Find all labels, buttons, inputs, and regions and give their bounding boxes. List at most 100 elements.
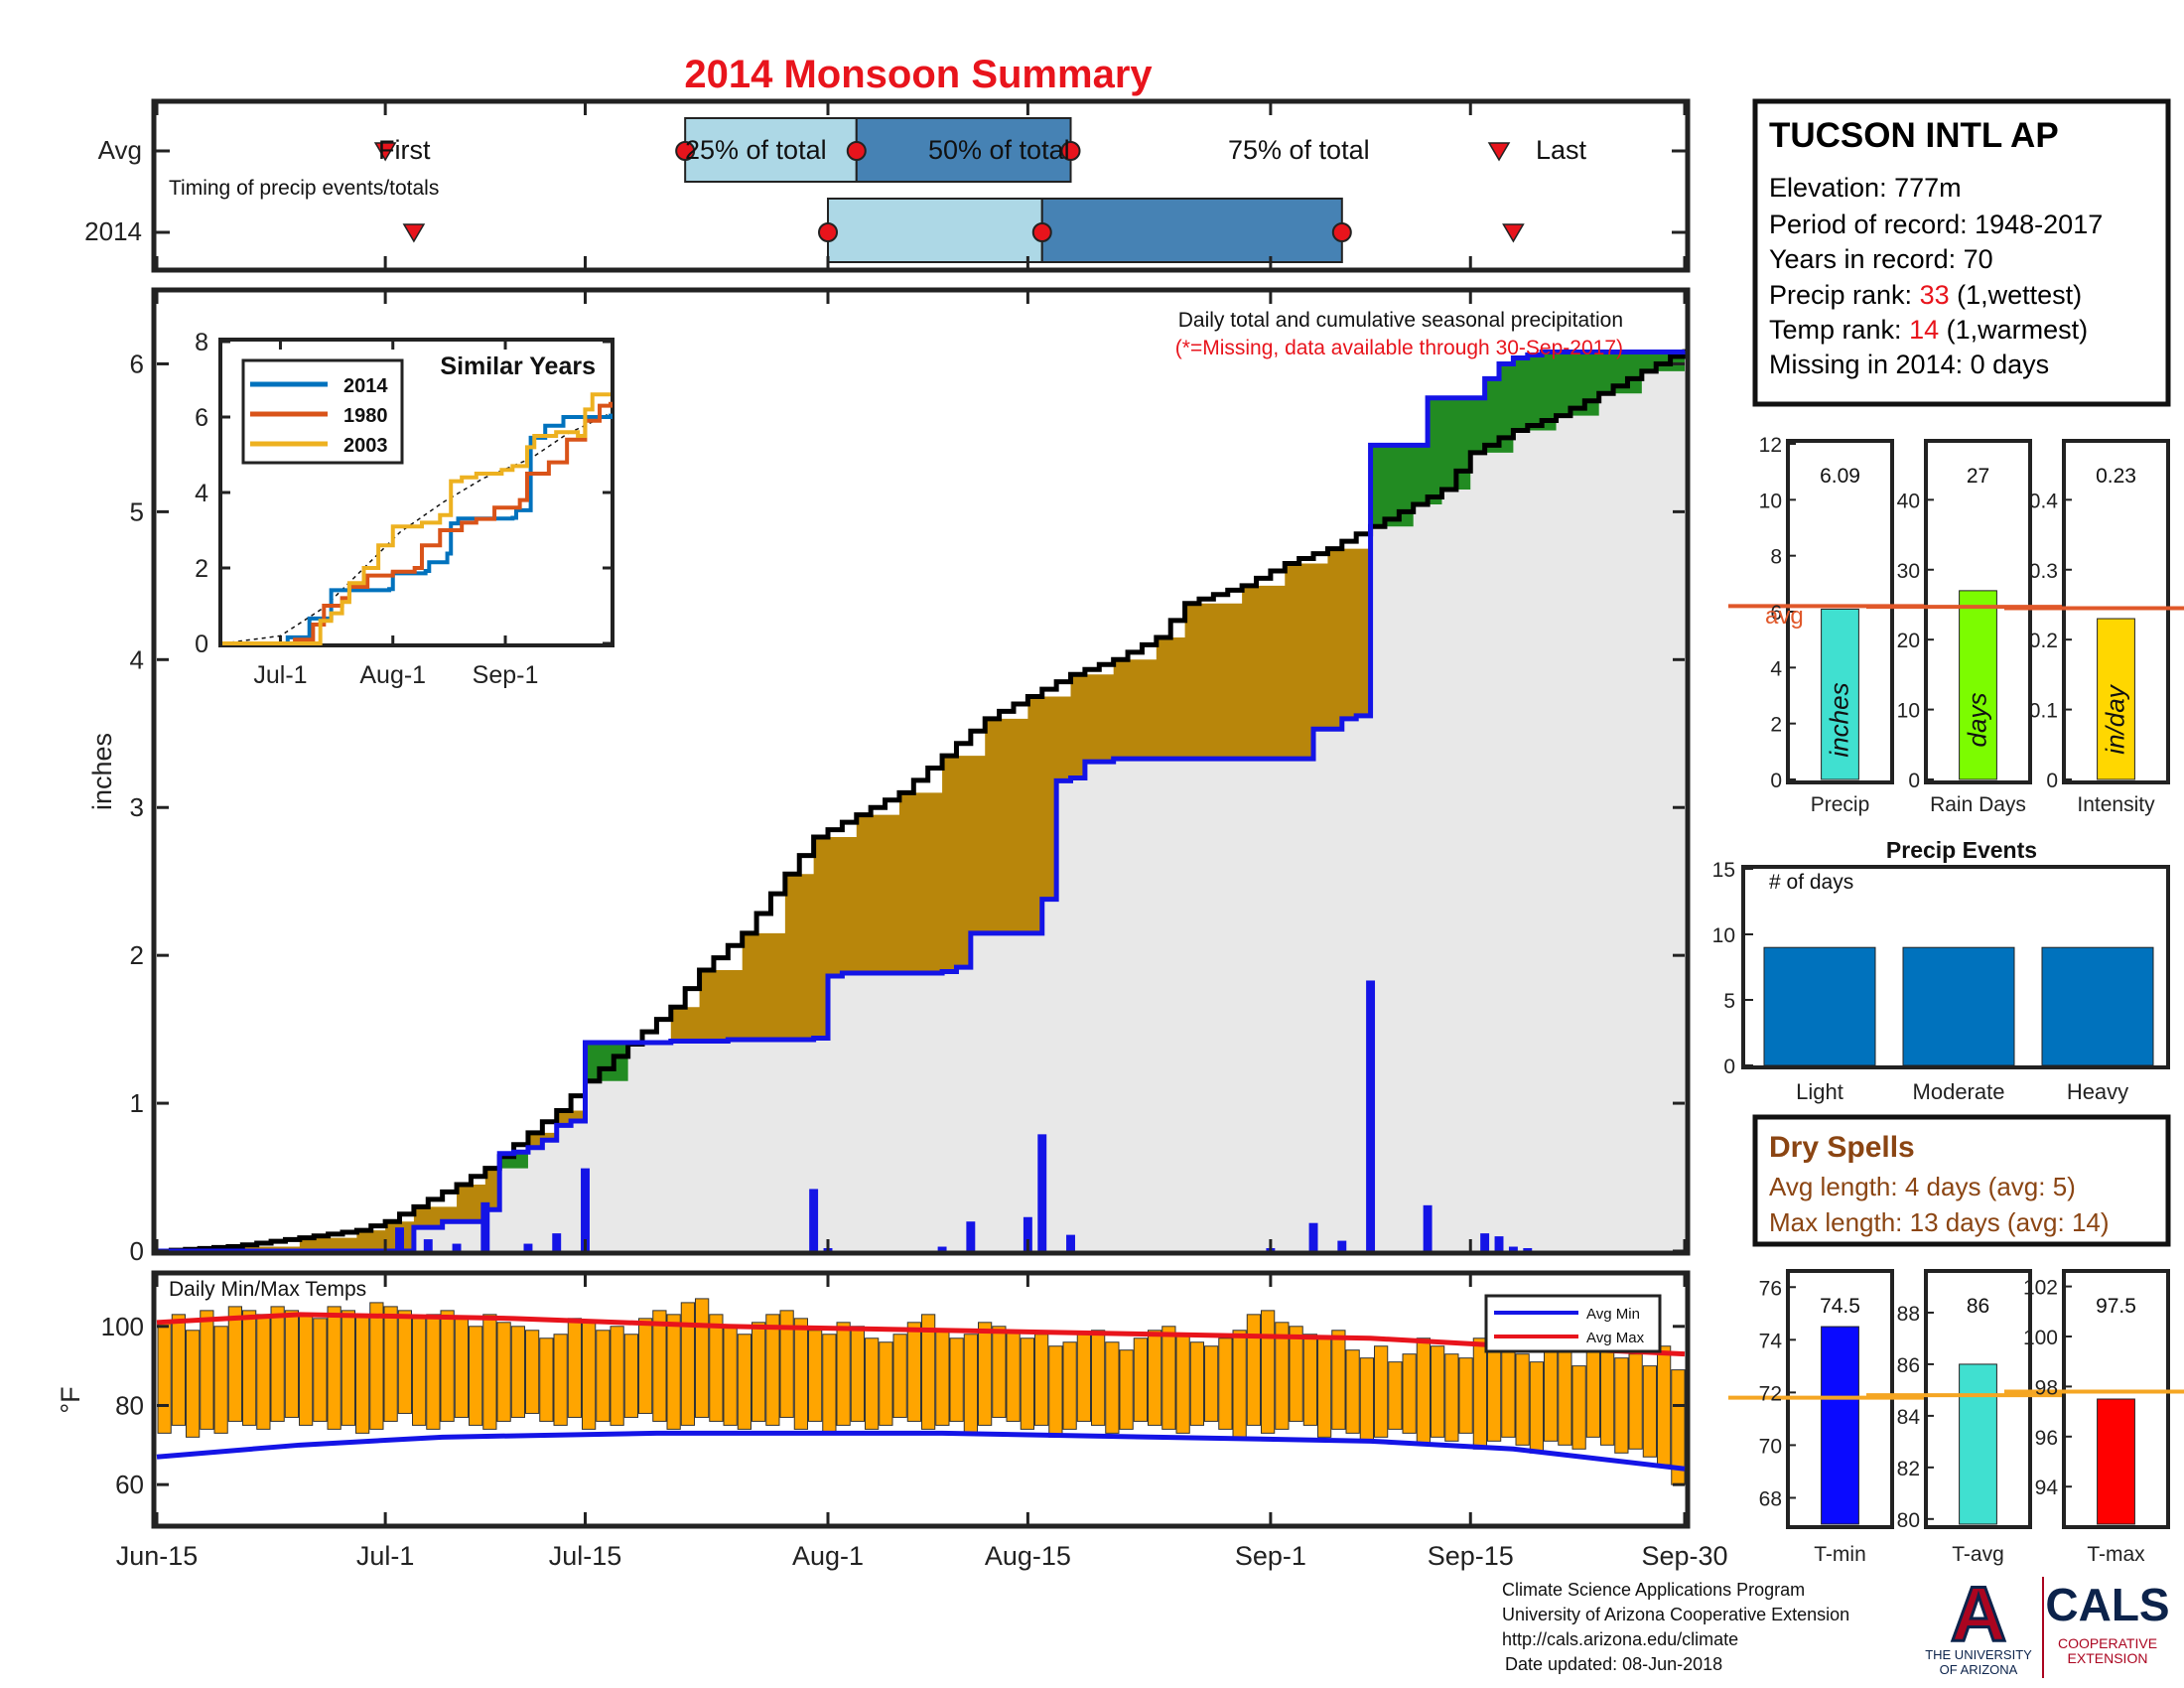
- station-years: Years in record: 70: [1769, 244, 1993, 274]
- timing-50pct-label: 50% of total: [928, 135, 1070, 165]
- daily-temp-bar: [1515, 1353, 1530, 1446]
- daily-temp-bar: [1388, 1361, 1403, 1430]
- daily-temp-bar: [242, 1310, 257, 1426]
- summary-category-label: T-avg: [1952, 1543, 2004, 1566]
- daily-temp-bar: [709, 1314, 724, 1422]
- daily-temp-bar: [469, 1326, 483, 1426]
- university-of-arizona-logo: A THE UNIVERSITY OF ARIZONA: [1925, 1569, 2032, 1678]
- summary-bar: [1959, 1363, 1997, 1525]
- inset-average-line: [221, 412, 612, 644]
- season-totals-panels: 0 2 4 6 8 10 12 6.09 inches Precip 0 10 20 30 40 27 days…: [1728, 434, 2184, 816]
- cals-logo-line1: COOPERATIVE: [2058, 1635, 2157, 1651]
- summary-ytick-label: 88: [1897, 1303, 1920, 1326]
- timing-first-marker: [402, 223, 426, 243]
- daily-temp-bar: [850, 1326, 865, 1422]
- daily-precip-bar: [1037, 1134, 1047, 1251]
- precip-events-bar: [1763, 946, 1876, 1066]
- daily-temp-bar: [1275, 1322, 1290, 1430]
- daily-temp-bar: [1204, 1345, 1219, 1422]
- precip-events-panel: Precip Events Light Moderate Heavy 0 5 10 15 #…: [1712, 837, 2170, 1104]
- daily-temp-bar: [865, 1337, 880, 1430]
- timing-percentile-marker: [675, 141, 696, 161]
- timing-last-marker: [1502, 223, 1525, 243]
- daily-temp-bar: [1302, 1334, 1317, 1426]
- inset-xtick-label: Jul-1: [253, 661, 307, 689]
- daily-precip-bar: [452, 1243, 462, 1251]
- inset-ytick-label: 4: [195, 480, 208, 507]
- inset-ytick-label: 2: [195, 555, 208, 583]
- summary-unit-label: days: [1963, 693, 1992, 748]
- main-ytick-label: 6: [130, 349, 144, 378]
- temp-rank-prefix: Temp rank:: [1769, 315, 1909, 345]
- daily-precip-bar: [1366, 980, 1376, 1251]
- timing-percentile-marker: [1060, 141, 1081, 161]
- temp-rank-value: 14: [1909, 315, 1939, 345]
- precip-events-category-label: Moderate: [1913, 1079, 2005, 1104]
- daily-temp-bar: [1585, 1337, 1600, 1438]
- timing-box-25-50: [827, 198, 1043, 263]
- daily-temp-bar: [383, 1306, 398, 1422]
- timing-row-2014-label: 2014: [84, 216, 142, 246]
- summary-ytick-label: 6: [1770, 602, 1782, 625]
- daily-temp-bar: [596, 1330, 611, 1422]
- timing-last-marker: [1487, 142, 1511, 162]
- daily-temp-bar: [496, 1322, 511, 1422]
- inset-ytick-label: 6: [195, 404, 208, 432]
- daily-temp-bar: [1148, 1330, 1162, 1426]
- date-axis-tick-label: Aug-15: [985, 1541, 1071, 1571]
- daily-temp-bar: [1232, 1330, 1247, 1438]
- main-chart-frame: [151, 287, 1691, 1256]
- dry-spells-title: Dry Spells: [1769, 1131, 1915, 1164]
- daily-temp-bar: [440, 1310, 455, 1422]
- daily-temp-bar: [1006, 1330, 1021, 1422]
- main-ytick-label: 0: [130, 1236, 144, 1266]
- timing-box-50-75: [1040, 198, 1343, 263]
- daily-temp-bar: [652, 1310, 667, 1422]
- summary-ytick-label: 94: [2035, 1477, 2059, 1499]
- daily-temp-bar: [1628, 1353, 1643, 1450]
- summary-ytick-label: 80: [1897, 1509, 1920, 1532]
- daily-temp-bar: [1076, 1334, 1091, 1422]
- daily-precip-bar: [1023, 1216, 1032, 1251]
- dry-spells-max-length: Max length: 13 days (avg: 14): [1769, 1207, 2110, 1237]
- summary-ytick-label: 98: [2035, 1376, 2058, 1399]
- daily-temp-bar: [1487, 1345, 1502, 1442]
- summary-unit-label: in/day: [2101, 683, 2130, 754]
- summary-bar: [2097, 618, 2135, 780]
- timing-last-label: Last: [1536, 135, 1587, 165]
- daily-temp-bar: [1472, 1337, 1487, 1450]
- timing-panel: Avg 2014 Timing of precip events/totals …: [84, 98, 1691, 273]
- station-box-frame: [1752, 98, 2171, 407]
- temp-chart-label: Daily Min/Max Temps: [169, 1278, 366, 1301]
- precip-events-category-label: Light: [1796, 1079, 1843, 1104]
- legend-label-1980: 1980: [343, 405, 388, 427]
- legend-label-2003: 2003: [343, 435, 388, 457]
- station-info-box: TUCSON INTL AP Elevation: 777m Period of…: [1752, 98, 2171, 407]
- daily-temp-bar: [1331, 1330, 1346, 1430]
- timing-caption: Timing of precip events/totals: [169, 177, 439, 200]
- daily-temp-bar: [1246, 1314, 1261, 1426]
- daily-temp-bar: [1600, 1341, 1615, 1446]
- summary-ytick-label: 72: [1759, 1382, 1782, 1405]
- summary-ytick-label: 102: [2023, 1277, 2058, 1300]
- daily-temp-bar: [737, 1334, 751, 1430]
- daily-temp-bar: [1317, 1337, 1332, 1438]
- summary-ytick-label: 0: [1770, 770, 1782, 792]
- daily-temp-bar: [567, 1318, 582, 1418]
- daily-precip-bar: [1508, 1246, 1518, 1251]
- precip-rank-prefix: Precip rank:: [1769, 280, 1920, 310]
- summary-ytick-label: 76: [1759, 1277, 1782, 1300]
- legend-label-avg-min: Avg Min: [1586, 1306, 1640, 1323]
- daily-temp-bar: [1359, 1357, 1374, 1442]
- cumulative-precip-chart: 0 1 2 3 4 5 6 Daily total and cumulative seaso…: [87, 287, 1691, 1266]
- date-axis-tick-label: Jul-1: [356, 1541, 415, 1571]
- summary-value-label: 6.09: [1820, 465, 1860, 488]
- summary-category-label: Rain Days: [1930, 793, 2026, 816]
- daily-temp-bar: [765, 1314, 780, 1426]
- temp-summary-panels: 68 70 72 74 76 74.5 T-min 80 82 84 86 88 86 T-avg 94 96…: [1728, 1269, 2184, 1566]
- daily-precip-bar: [1494, 1236, 1504, 1251]
- daily-precip-bar: [809, 1189, 819, 1251]
- daily-temp-bar: [1189, 1341, 1204, 1426]
- daily-temp-bar: [935, 1330, 950, 1426]
